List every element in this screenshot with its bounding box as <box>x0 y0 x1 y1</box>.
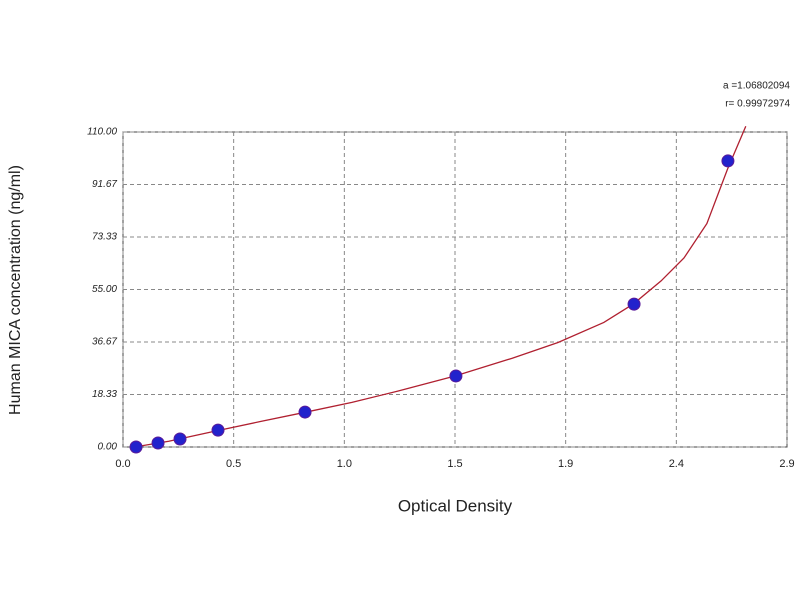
y-axis-label: Human MICA concentration (ng/ml) <box>7 165 24 415</box>
x-tick-label: 2.9 <box>779 458 794 470</box>
y-tick-label: 0.00 <box>98 442 118 453</box>
y-tick-label: 18.33 <box>92 389 117 400</box>
y-tick-label: 91.67 <box>92 179 117 190</box>
data-point <box>151 436 165 450</box>
data-point <box>129 440 143 454</box>
data-point <box>627 297 641 311</box>
x-tick-label: 2.4 <box>669 458 684 470</box>
y-tick-label: 110.00 <box>87 127 117 138</box>
y-tick-label: 36.67 <box>92 337 117 348</box>
data-point <box>298 405 312 419</box>
data-point <box>449 369 463 383</box>
x-tick-label: 0.5 <box>226 458 241 470</box>
fit-curve <box>134 126 747 448</box>
x-tick-label: 1.5 <box>447 458 462 470</box>
y-tick-label: 55.00 <box>92 284 117 295</box>
x-axis-label: Optical Density <box>398 496 513 515</box>
x-tick-label: 1.9 <box>558 458 573 470</box>
data-point <box>173 432 187 446</box>
data-point <box>211 423 225 437</box>
fit-param: a =1.06802094 <box>723 81 790 92</box>
x-tick-label: 0.0 <box>115 458 130 470</box>
y-tick-label: 73.33 <box>92 232 117 243</box>
fit-r: r= 0.99972974 <box>725 99 790 110</box>
data-point <box>721 154 735 168</box>
x-tick-label: 1.0 <box>337 458 352 470</box>
